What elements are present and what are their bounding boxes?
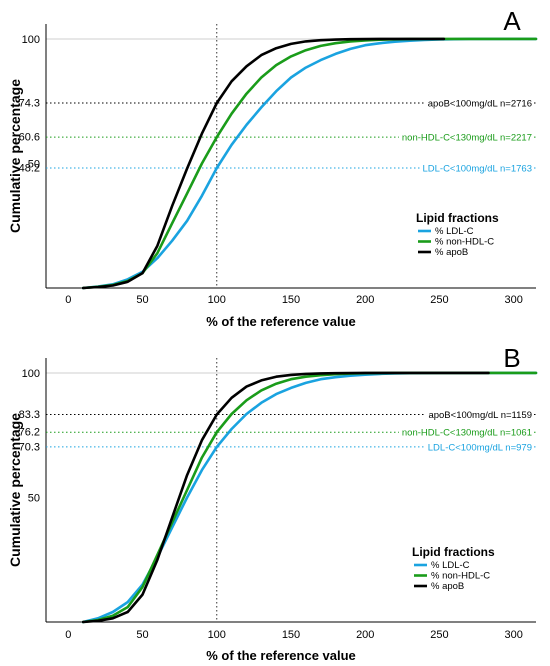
legend-entry: % non-HDL-C xyxy=(435,237,494,248)
x-tick-label: 150 xyxy=(282,294,300,306)
x-tick-label: 50 xyxy=(136,294,148,306)
y-tick-label: 70.3 xyxy=(19,441,40,453)
legend-entry: % LDL-C xyxy=(435,226,474,237)
reference-label-background xyxy=(424,97,533,111)
reference-line-label: LDL-C<100mg/dL n=979 xyxy=(428,442,532,453)
y-tick-label: 74.3 xyxy=(19,97,40,109)
reference-line-label: non-HDL-C<130mg/dL n=2217 xyxy=(402,133,532,144)
x-tick-label: 100 xyxy=(208,294,226,306)
legend-entry: % apoB xyxy=(435,247,468,258)
y-tick-label: 100 xyxy=(22,368,40,380)
x-tick-label: 200 xyxy=(356,294,374,306)
legend-entry: % non-HDL-C xyxy=(431,571,490,582)
legend-title: Lipid fractions xyxy=(416,211,499,225)
y-tick-label: 48.2 xyxy=(19,162,40,174)
reference-line-label: apoB<100mg/dL n=1159 xyxy=(428,410,532,421)
y-tick-label: 60.6 xyxy=(19,132,40,144)
series-line xyxy=(81,371,490,624)
x-tick-label: 0 xyxy=(65,294,71,306)
reference-label-background xyxy=(419,162,533,176)
reference-line-label: apoB<100mg/dL n=2716 xyxy=(428,98,532,109)
legend-entry: % LDL-C xyxy=(431,560,470,571)
y-tick-label: 50 xyxy=(28,492,40,504)
chart-panel-b: apoB<100mg/dL n=1159 non-HDL-C<130mg/dL n… xyxy=(7,343,538,663)
chart-panel-a: apoB<100mg/dL n=2716 non-HDL-C<130mg/dL n… xyxy=(7,6,538,329)
panel-letter: B xyxy=(503,343,520,373)
x-tick-label: 200 xyxy=(356,629,374,641)
y-axis-title: Cumulative percentage xyxy=(7,413,23,567)
panel-letter: A xyxy=(503,6,521,36)
x-tick-label: 300 xyxy=(505,629,523,641)
legend-title: Lipid fractions xyxy=(412,545,495,559)
x-tick-label: 50 xyxy=(136,629,148,641)
x-tick-label: 250 xyxy=(430,629,448,641)
reference-label-background xyxy=(398,426,533,440)
y-tick-label: 83.3 xyxy=(19,409,40,421)
x-tick-label: 100 xyxy=(208,629,226,641)
legend-entry: % apoB xyxy=(431,581,464,592)
x-tick-label: 300 xyxy=(505,294,523,306)
x-tick-label: 0 xyxy=(65,629,71,641)
reference-label-background xyxy=(425,409,533,423)
reference-line-label: LDL-C<100mg/dL n=1763 xyxy=(422,163,532,174)
reference-label-background xyxy=(424,441,533,455)
y-tick-label: 50 xyxy=(28,158,40,170)
y-axis-title: Cumulative percentage xyxy=(7,79,23,233)
x-axis-title: % of the reference value xyxy=(206,648,356,663)
x-tick-label: 250 xyxy=(430,294,448,306)
x-tick-label: 150 xyxy=(282,629,300,641)
reference-line-label: non-HDL-C<130mg/dL n=1061 xyxy=(402,428,532,439)
y-tick-label: 76.2 xyxy=(19,427,40,439)
series-line xyxy=(81,37,446,290)
y-tick-label: 100 xyxy=(22,34,40,46)
reference-label-background xyxy=(398,131,533,145)
x-axis-title: % of the reference value xyxy=(206,314,356,329)
